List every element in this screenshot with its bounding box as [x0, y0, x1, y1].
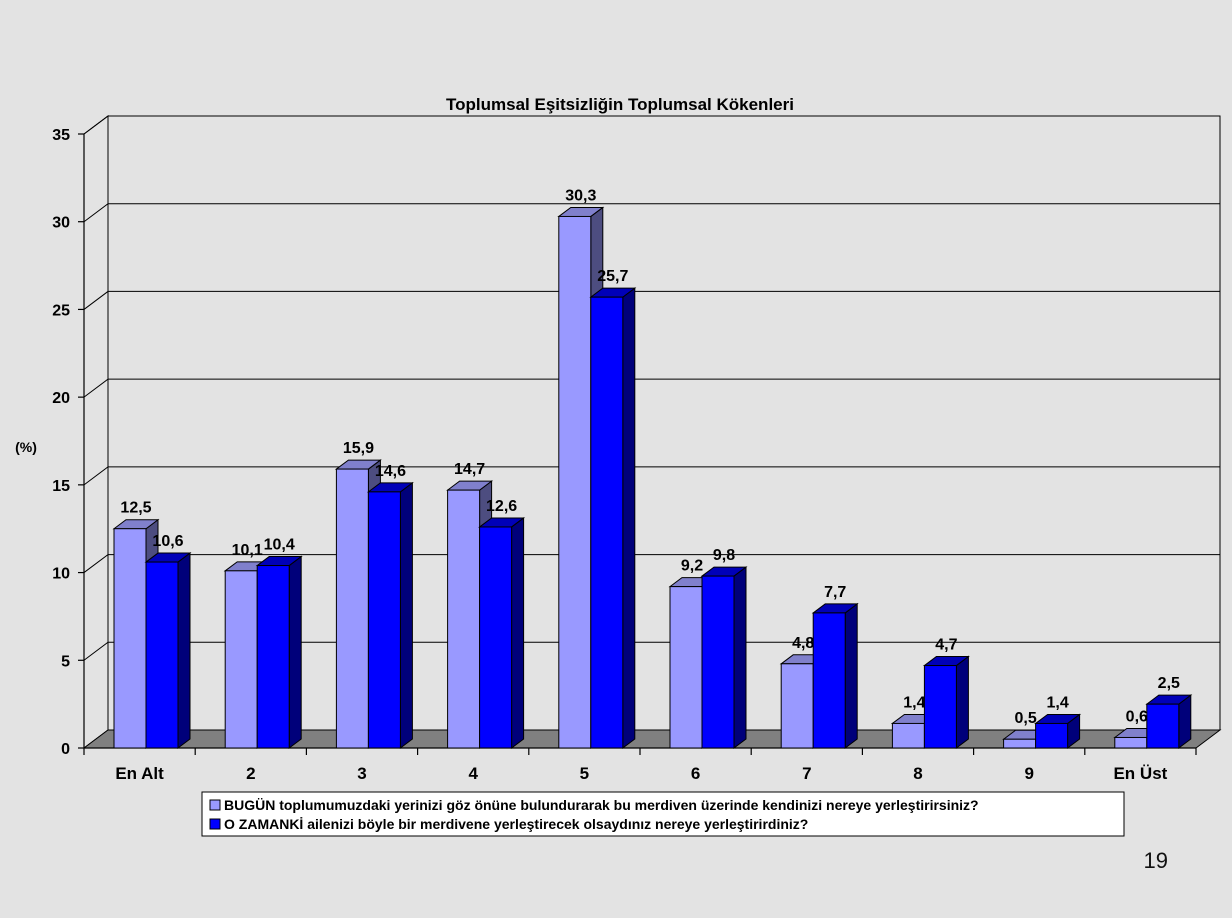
- bar-series-1: [558, 215, 592, 749]
- legend-label: BUGÜN toplumumuzdaki yerinizi göz önüne …: [224, 797, 979, 813]
- data-label: 10,4: [264, 537, 295, 554]
- bar-series-2: [1035, 722, 1069, 749]
- legend-swatch: [209, 818, 221, 830]
- x-tick-label: 7: [802, 764, 811, 783]
- legend-box: [201, 791, 1125, 837]
- bar-series-2: [812, 612, 846, 749]
- gridline: [83, 466, 1220, 486]
- legend-swatch: [209, 799, 221, 811]
- data-label: 14,7: [454, 461, 485, 478]
- y-tick-label: 25: [52, 302, 70, 319]
- data-label: 2,5: [1158, 675, 1180, 692]
- data-label: 9,8: [713, 547, 735, 564]
- bar-series-2: [145, 561, 179, 749]
- data-label: 1,4: [1046, 694, 1068, 711]
- data-label: 15,9: [343, 440, 374, 457]
- bar-series-2: [590, 296, 624, 749]
- x-tick-label: 9: [1024, 764, 1033, 783]
- bar-series-2: [923, 665, 957, 749]
- chart-title: Toplumsal Eşitsizliğin Toplumsal Kökenle…: [446, 95, 794, 114]
- bar-series-2: [367, 491, 401, 749]
- legend-label: O ZAMANKİ ailenizi böyle bir merdivene y…: [224, 816, 808, 832]
- page-number: 19: [1143, 848, 1168, 873]
- bar-series-1: [113, 528, 147, 749]
- data-label: 0,5: [1014, 710, 1036, 727]
- bar-series-2: [256, 565, 290, 749]
- y-tick-label: 30: [52, 215, 70, 232]
- bar-series-2: [479, 526, 513, 749]
- gridline: [83, 554, 1220, 573]
- y-tick-label: 0: [61, 741, 70, 758]
- gridline: [83, 290, 1220, 310]
- bar-series-1: [891, 722, 925, 749]
- data-label: 0,6: [1126, 708, 1148, 725]
- x-tick-label: 3: [357, 764, 366, 783]
- bar-side: [399, 481, 413, 749]
- x-tick-label: 8: [913, 764, 922, 783]
- y-axis-label: (%): [15, 439, 37, 455]
- data-label: 12,5: [120, 500, 151, 517]
- x-tick-label: En Üst: [1113, 764, 1167, 783]
- data-label: 12,6: [486, 498, 517, 515]
- x-tick-label: 5: [580, 764, 589, 783]
- data-label: 25,7: [597, 268, 628, 285]
- bar-series-1: [447, 489, 481, 749]
- bar-side: [288, 555, 302, 749]
- data-label: 7,7: [824, 584, 846, 601]
- data-label: 14,6: [375, 463, 406, 480]
- data-label: 10,6: [152, 533, 183, 550]
- bar-series-1: [1003, 738, 1037, 749]
- bar-side: [511, 516, 525, 750]
- bar-series-1: [1114, 736, 1148, 749]
- data-label: 10,1: [232, 542, 263, 559]
- bar-side: [844, 602, 858, 749]
- x-tick-label: 4: [468, 764, 478, 783]
- bar-series-1: [780, 663, 814, 749]
- y-tick-label: 10: [52, 566, 70, 583]
- x-tick-label: En Alt: [115, 764, 164, 783]
- x-tick-label: 6: [691, 764, 700, 783]
- bar-series-1: [669, 586, 703, 749]
- gridline: [83, 203, 1220, 223]
- bar-series-2: [1146, 703, 1180, 749]
- gridline: [83, 378, 1220, 398]
- data-label: 9,2: [681, 558, 703, 575]
- bar-series-1: [335, 468, 369, 749]
- y-tick-label: 20: [52, 390, 70, 407]
- bar-series-2: [701, 575, 735, 749]
- data-label: 4,7: [935, 637, 957, 654]
- bar-side: [622, 287, 636, 749]
- y-tick-label: 5: [61, 653, 70, 670]
- y-tick-label: 35: [52, 127, 70, 144]
- y-tick-label: 15: [52, 478, 70, 495]
- bar-series-1: [224, 570, 258, 749]
- bar-side: [177, 552, 191, 749]
- bar-side: [733, 566, 747, 749]
- bar-side: [955, 655, 969, 749]
- data-label: 1,4: [903, 694, 925, 711]
- gridline: [83, 115, 1220, 135]
- plot-side-wall: [83, 115, 109, 749]
- x-tick-label: 2: [246, 764, 255, 783]
- data-label: 4,8: [792, 635, 814, 652]
- data-label: 30,3: [565, 187, 596, 204]
